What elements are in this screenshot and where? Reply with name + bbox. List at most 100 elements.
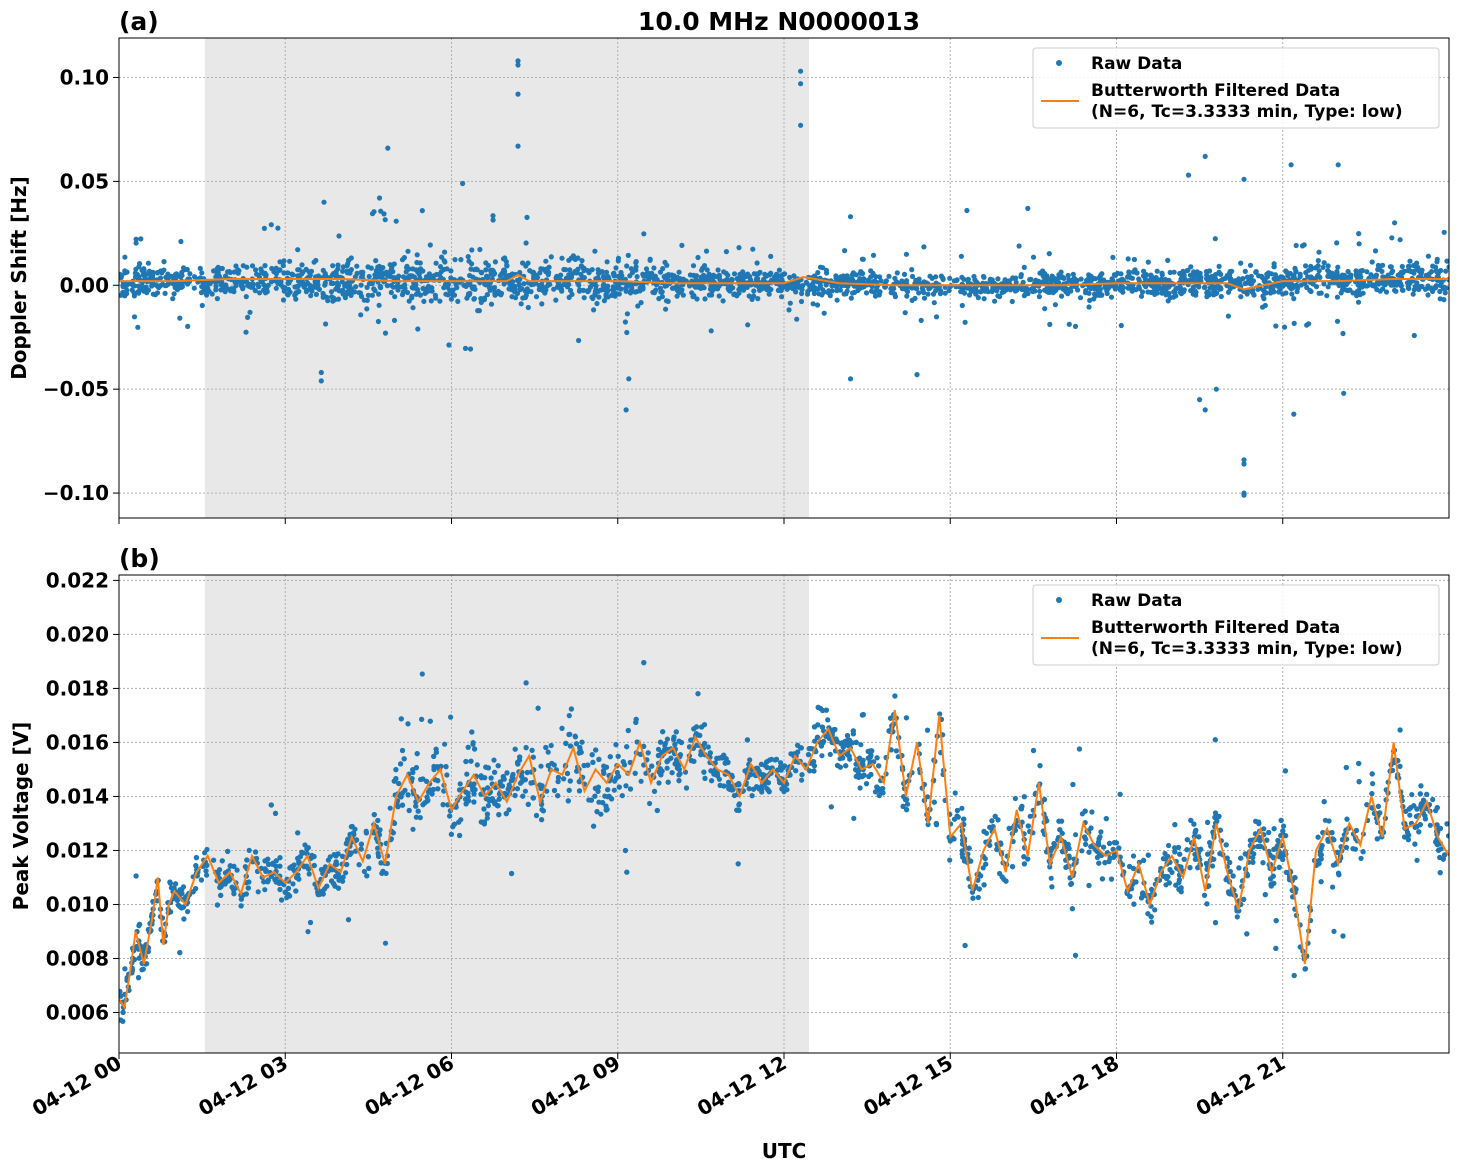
- y-tick-label: 0.10: [60, 65, 109, 89]
- raw-data-point: [432, 292, 438, 298]
- raw-data-point: [378, 208, 384, 214]
- raw-data-point: [448, 831, 454, 837]
- raw-data-point: [335, 296, 342, 302]
- raw-data-point: [725, 272, 731, 278]
- raw-data-point: [1002, 277, 1008, 283]
- raw-data-point: [136, 264, 142, 270]
- raw-data-point: [633, 260, 639, 266]
- raw-data-point: [1241, 896, 1247, 903]
- raw-data-point: [156, 284, 162, 291]
- raw-data-point: [715, 267, 721, 273]
- raw-data-point: [1076, 746, 1082, 752]
- raw-data-point: [1212, 737, 1218, 743]
- raw-data-point: [575, 255, 581, 261]
- raw-data-point: [377, 284, 383, 290]
- raw-data-point: [431, 273, 437, 279]
- raw-data-point: [997, 293, 1003, 300]
- raw-data-point: [903, 251, 910, 257]
- raw-data-point: [238, 896, 244, 902]
- raw-data-point: [1209, 284, 1215, 290]
- raw-data-point: [1040, 273, 1046, 279]
- raw-data-point: [442, 259, 448, 265]
- raw-data-point: [1177, 270, 1183, 277]
- raw-data-point: [913, 285, 919, 291]
- raw-data-point: [469, 261, 475, 267]
- raw-data-point: [904, 807, 910, 813]
- raw-data-point: [1289, 291, 1295, 297]
- raw-data-point: [295, 267, 301, 273]
- raw-data-point: [398, 761, 404, 767]
- raw-data-point: [1131, 901, 1137, 907]
- raw-data-point: [1438, 283, 1444, 289]
- raw-data-point: [1304, 284, 1310, 291]
- raw-data-point: [708, 328, 714, 334]
- raw-data-point: [1022, 285, 1028, 291]
- raw-data-point: [1217, 285, 1224, 291]
- raw-data-point: [465, 254, 471, 260]
- raw-data-point: [558, 272, 564, 278]
- raw-data-point: [1050, 290, 1056, 296]
- raw-data-point: [413, 291, 419, 297]
- raw-data-point: [1227, 859, 1233, 866]
- raw-data-point: [504, 262, 510, 268]
- raw-data-point: [580, 265, 586, 271]
- raw-data-point: [309, 288, 315, 294]
- raw-data-point: [1207, 268, 1213, 274]
- raw-data-point: [1318, 879, 1324, 885]
- raw-data-point: [1445, 833, 1449, 839]
- raw-data-point: [1202, 153, 1208, 159]
- raw-data-point: [1037, 288, 1043, 294]
- raw-data-point: [701, 263, 708, 269]
- raw-data-point: [807, 768, 813, 774]
- raw-data-point: [625, 252, 631, 258]
- raw-data-point: [969, 889, 976, 895]
- raw-data-point: [1066, 278, 1072, 284]
- raw-data-point: [1225, 289, 1232, 295]
- raw-data-point: [1167, 269, 1173, 276]
- raw-data-point: [755, 275, 761, 282]
- raw-data-point: [623, 783, 629, 789]
- raw-data-point: [1397, 763, 1403, 769]
- raw-data-point: [504, 770, 510, 776]
- raw-data-point: [927, 273, 933, 279]
- grid: [118, 575, 1449, 1053]
- raw-data-point: [964, 285, 970, 291]
- raw-data-point: [295, 273, 301, 279]
- raw-data-point: [331, 295, 337, 301]
- raw-data-point: [742, 274, 748, 280]
- raw-data-point: [1070, 271, 1076, 277]
- raw-data-point: [517, 269, 523, 276]
- raw-data-point: [847, 214, 854, 220]
- raw-data-point: [324, 883, 330, 889]
- raw-data-point: [1446, 264, 1449, 270]
- raw-data-point: [494, 291, 500, 297]
- raw-data-point: [656, 780, 662, 786]
- raw-data-point: [576, 779, 582, 785]
- raw-data-point: [1152, 284, 1158, 290]
- raw-data-point: [730, 285, 736, 291]
- raw-data-point: [750, 246, 756, 252]
- raw-data-point: [1241, 457, 1247, 463]
- raw-data-point: [133, 236, 139, 242]
- raw-data-point: [1364, 269, 1370, 275]
- raw-data-point: [1197, 270, 1203, 276]
- raw-data-point: [623, 285, 629, 291]
- raw-data-point: [1125, 285, 1131, 291]
- raw-data-point: [566, 294, 572, 300]
- raw-data-point: [437, 264, 444, 270]
- raw-data-point: [1165, 257, 1171, 263]
- raw-data-point: [1027, 277, 1033, 283]
- raw-data-point: [388, 289, 394, 296]
- raw-data-point: [767, 272, 773, 278]
- raw-data-point: [615, 255, 622, 261]
- raw-data-point: [1202, 284, 1208, 290]
- raw-data-point: [724, 277, 731, 283]
- raw-data-point: [674, 283, 680, 289]
- raw-data-point: [537, 270, 543, 276]
- raw-data-point: [938, 288, 944, 294]
- raw-data-point: [1371, 274, 1377, 280]
- raw-data-point: [805, 291, 811, 297]
- raw-data-point: [747, 274, 753, 280]
- raw-data-point: [676, 772, 682, 778]
- raw-data-point: [365, 292, 371, 298]
